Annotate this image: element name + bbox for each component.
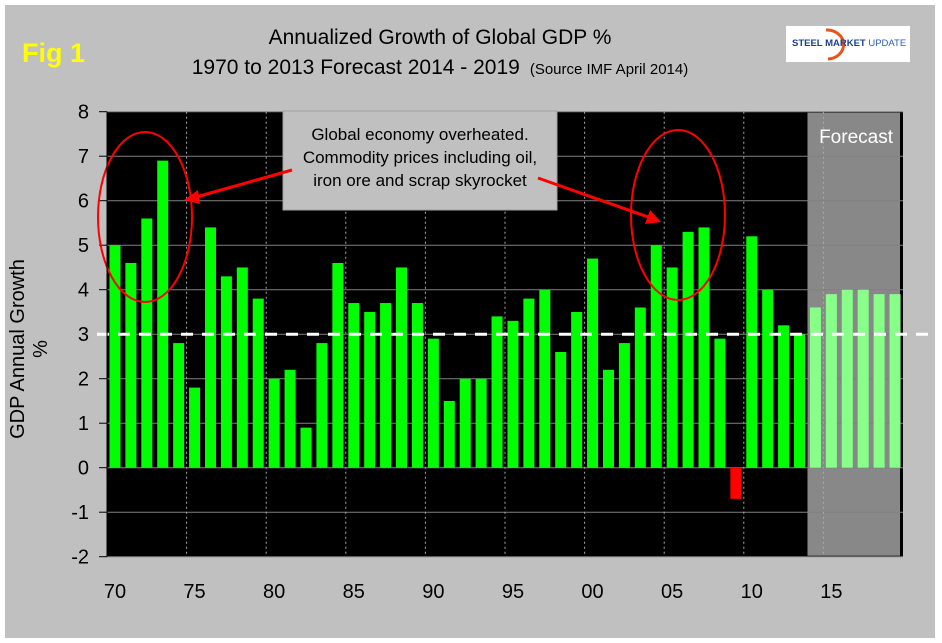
bar-1974 xyxy=(173,343,185,468)
bar-2003 xyxy=(634,307,646,468)
bar-2001 xyxy=(602,369,614,468)
bar-1992 xyxy=(459,378,471,468)
x-tick-label: 85 xyxy=(343,581,365,603)
arrow-line-left xyxy=(195,168,293,199)
x-tick-label: 90 xyxy=(422,581,444,603)
annotation-line: Global economy overheated. xyxy=(311,125,528,144)
steel-market-update-logo: STEEL MARKET UPDATE xyxy=(786,26,910,62)
bar-1975 xyxy=(189,387,201,468)
bar-1977 xyxy=(220,276,232,468)
y-tick-label: 1 xyxy=(78,413,89,435)
bar-2007 xyxy=(698,227,710,468)
y-tick-label: -1 xyxy=(71,502,89,524)
bar-1985 xyxy=(348,303,360,468)
y-tick-label: 2 xyxy=(78,369,89,391)
bar-1996 xyxy=(523,298,535,468)
bar-1997 xyxy=(539,289,551,468)
bar-2018 xyxy=(873,294,885,468)
bar-1988 xyxy=(396,267,408,468)
bar-1979 xyxy=(252,298,264,468)
x-tick-label: 15 xyxy=(820,581,842,603)
bar-2014 xyxy=(809,307,821,468)
bar-1983 xyxy=(316,343,328,468)
bar-2012 xyxy=(778,325,790,468)
bar-1987 xyxy=(380,303,392,468)
bar-1984 xyxy=(332,263,344,468)
x-tick-label: 10 xyxy=(741,581,763,603)
y-tick-label: -2 xyxy=(71,547,89,569)
bar-2005 xyxy=(666,267,678,468)
bar-1998 xyxy=(555,352,567,468)
bar-2008 xyxy=(714,338,726,468)
logo-text: STEEL MARKET UPDATE xyxy=(792,38,907,49)
bar-1993 xyxy=(475,378,487,468)
bar-1991 xyxy=(443,400,455,468)
bar-2016 xyxy=(841,289,853,468)
chart-title: Annualized Growth of Global GDP % xyxy=(268,26,612,49)
y-tick-label: 8 xyxy=(78,102,89,124)
bar-2009 xyxy=(730,467,742,499)
y-tick-label: 4 xyxy=(78,280,89,302)
annotation-line: Commodity prices including oil, xyxy=(303,148,537,167)
arrow-head-right-icon xyxy=(645,210,661,224)
chart-subtitle: 1970 to 2013 Forecast 2014 - 2019 xyxy=(191,56,520,79)
bar-2010 xyxy=(746,236,758,468)
annotation-box xyxy=(282,110,558,211)
y-tick-label: 0 xyxy=(78,458,89,480)
x-tick-label: 75 xyxy=(183,581,205,603)
bar-1970 xyxy=(109,245,121,468)
bar-2006 xyxy=(682,231,694,468)
annotation-line: iron ore and scrap skyrocket xyxy=(313,171,527,190)
x-tick-label: 05 xyxy=(661,581,683,603)
bar-2015 xyxy=(825,294,837,468)
y-tick-label: 6 xyxy=(78,191,89,213)
bar-1971 xyxy=(125,263,137,468)
figure-label: Fig 1 xyxy=(22,38,86,68)
arrow-line-right xyxy=(537,176,649,219)
bar-2017 xyxy=(857,289,869,468)
bar-1980 xyxy=(268,378,280,468)
bar-2000 xyxy=(587,258,599,468)
bar-1990 xyxy=(427,338,439,468)
bar-1999 xyxy=(571,311,583,468)
x-tick-label: 80 xyxy=(263,581,285,603)
bar-2019 xyxy=(889,294,901,468)
y-tick-label: 7 xyxy=(78,146,89,168)
bar-1978 xyxy=(236,267,248,468)
bar-1982 xyxy=(300,427,312,468)
x-tick-label: 70 xyxy=(104,581,126,603)
forecast-label: Forecast xyxy=(819,127,894,148)
chart-subtitle-row: 1970 to 2013 Forecast 2014 - 2019 (Source… xyxy=(0,56,880,80)
bar-1972 xyxy=(141,218,153,468)
bar-2013 xyxy=(794,334,806,468)
bar-1989 xyxy=(411,303,423,468)
bar-2002 xyxy=(618,343,630,468)
bar-2004 xyxy=(650,245,662,468)
logo-swoosh-icon xyxy=(825,28,846,61)
highlight-ellipse-2000s xyxy=(630,129,726,301)
bar-1976 xyxy=(204,227,216,468)
highlight-ellipse-1970s xyxy=(97,131,193,303)
y-tick-label: 3 xyxy=(78,324,89,346)
source-note: (Source IMF April 2014) xyxy=(529,61,689,78)
arrow-head-left-icon xyxy=(184,190,200,204)
bar-2011 xyxy=(762,289,774,468)
y-tick-label: 5 xyxy=(78,235,89,257)
bar-1973 xyxy=(157,160,169,468)
bar-1981 xyxy=(284,369,296,468)
x-tick-label: 95 xyxy=(502,581,524,603)
bar-1994 xyxy=(491,316,503,468)
bar-1986 xyxy=(364,311,376,468)
x-tick-label: 00 xyxy=(581,581,603,603)
bar-1995 xyxy=(507,320,519,468)
